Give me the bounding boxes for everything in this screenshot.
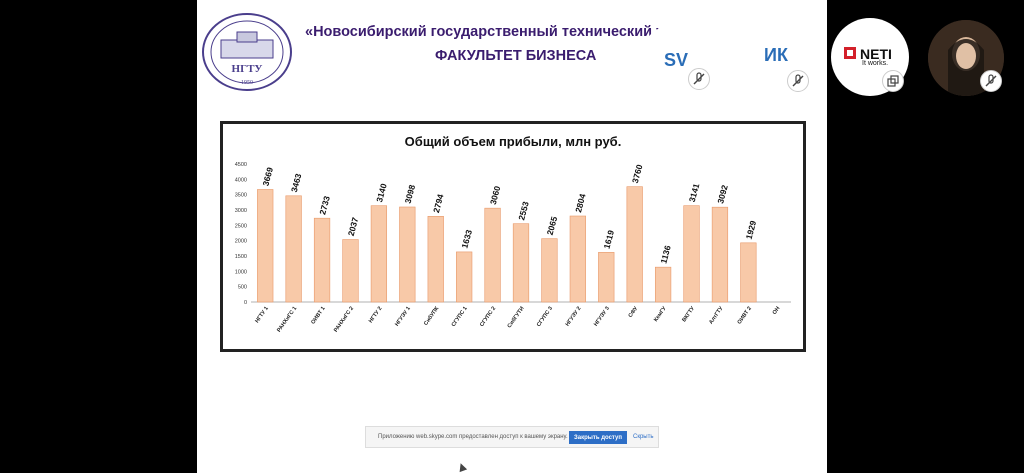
y-tick-label: 2500 <box>235 223 247 229</box>
bar <box>285 195 302 303</box>
data-label: 1633 <box>459 228 474 249</box>
logo-lettering: НГТУ <box>232 63 263 75</box>
data-label: 1929 <box>744 219 759 240</box>
y-tick-label: 1500 <box>235 254 247 260</box>
x-tick-label: СибУПК <box>422 305 440 327</box>
data-label: 1619 <box>602 229 617 250</box>
x-tick-label: НГУЭУ 1 <box>394 306 412 328</box>
data-label: 2794 <box>431 193 446 214</box>
bar <box>484 207 501 303</box>
data-label: 3760 <box>630 163 645 184</box>
logo-year: 1950 <box>241 80 253 86</box>
data-label: 2065 <box>545 215 560 236</box>
profit-chart: Общий объем прибыли, млн руб. 0 500 1000 15… <box>220 121 806 352</box>
bar <box>541 238 558 303</box>
data-label: 2733 <box>317 195 332 216</box>
x-tick-label: ВКГТУ <box>681 305 696 323</box>
bar <box>683 205 700 303</box>
x-tick-label: СФУ <box>628 305 640 319</box>
data-label: 2037 <box>346 216 361 237</box>
hide-link[interactable]: Скрыть <box>633 434 654 440</box>
bar <box>427 216 444 303</box>
x-tick-label: АлтГТУ <box>708 305 725 325</box>
chart-title: Общий объем прибыли, млн руб. <box>404 134 622 149</box>
neti-tagline: It works. <box>862 60 889 67</box>
bar <box>654 266 672 303</box>
data-label: 3463 <box>289 172 304 193</box>
x-tick-label: ОИВТ 1 <box>310 306 326 326</box>
screen-share-bar: Приложению web.skype.com предоставлен до… <box>365 426 659 448</box>
x-tick-label: СГУПС 1 <box>451 306 469 328</box>
bar <box>257 189 274 303</box>
avatar-initials: ИК <box>764 44 788 65</box>
share-notice-text: Приложению web.skype.com предоставлен до… <box>378 434 568 440</box>
y-tick-label: 3000 <box>235 208 247 214</box>
y-tick-label: 4000 <box>235 177 247 183</box>
bar <box>626 186 643 303</box>
slide-title: «Новосибирский государственный техническ… <box>305 24 682 40</box>
popout-icon[interactable] <box>882 70 904 92</box>
data-label: 3060 <box>488 185 503 206</box>
avatar-initials: SV <box>663 49 688 70</box>
x-tick-label: ОИВТ 2 <box>737 306 753 326</box>
x-tick-label: НГТУ 2 <box>368 306 384 325</box>
mic-off-icon[interactable] <box>688 68 710 90</box>
bar <box>313 217 331 303</box>
data-label: 3141 <box>687 182 702 203</box>
x-tick-label: СГУПС 2 <box>479 306 497 328</box>
data-label: 3669 <box>260 166 275 187</box>
y-tick-label: 4500 <box>235 162 247 168</box>
data-label: 3092 <box>715 184 730 205</box>
bar <box>342 239 359 303</box>
x-tick-label: НГТУ 1 <box>254 306 270 325</box>
data-label: 1136 <box>658 244 673 265</box>
x-tick-label: ОН <box>772 306 782 316</box>
neti-logo-text: NETI <box>860 46 892 62</box>
mic-off-icon[interactable] <box>980 70 1002 92</box>
data-label: 3098 <box>403 183 418 204</box>
participant-video[interactable] <box>928 20 1004 96</box>
bar <box>711 206 729 303</box>
bar <box>370 205 388 303</box>
neti-mark-icon <box>844 47 856 59</box>
bar <box>399 206 416 303</box>
stop-sharing-button[interactable]: Закрыть доступ <box>569 431 627 444</box>
data-label: 2553 <box>516 200 531 221</box>
bar <box>740 242 757 303</box>
data-label: 2804 <box>573 192 588 213</box>
data-label: 3140 <box>374 182 389 203</box>
y-tick-label: 500 <box>238 285 247 291</box>
y-tick-label: 0 <box>244 300 247 306</box>
bar <box>456 251 473 303</box>
slide-subtitle: ФАКУЛЬТЕТ БИЗНЕСА <box>435 48 597 64</box>
x-tick-label: КемГУ <box>653 305 668 323</box>
mic-off-icon[interactable] <box>787 70 809 92</box>
ngtu-logo: НГТУ 1950 <box>202 13 292 91</box>
x-tick-label: НГУЭУ 3 <box>593 306 611 328</box>
x-tick-label: РАНХиГС 1 <box>276 306 298 334</box>
x-tick-label: СГУПС 3 <box>536 306 554 328</box>
chart-svg: 0 500 1000 1500 2000 2500 3000 3500 4000 4500 3669… <box>235 162 791 334</box>
x-tick-label: РАНХиГС 2 <box>333 306 355 334</box>
x-tick-label: СибГУТИ <box>506 305 526 329</box>
y-tick-label: 2000 <box>235 239 247 245</box>
y-tick-label: 3500 <box>235 193 247 199</box>
y-tick-label: 1000 <box>235 269 247 275</box>
bar <box>569 215 586 303</box>
bar <box>512 223 530 303</box>
x-tick-label: НГУЭУ 2 <box>565 306 583 328</box>
bar <box>598 252 615 303</box>
